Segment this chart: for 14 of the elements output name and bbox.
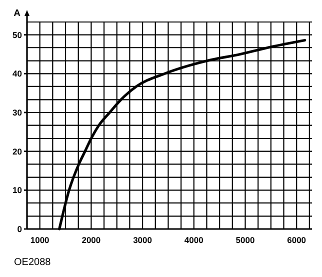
x-tick-label: 3000 (133, 235, 152, 245)
x-tick-label: 4000 (184, 235, 204, 245)
text: OE2088 (14, 257, 52, 268)
y-tick-label: 0 (17, 224, 22, 234)
y-tick-label: 20 (12, 146, 22, 156)
x-tick-label: 1000 (30, 235, 50, 245)
y-tick-label: 30 (12, 107, 22, 118)
y-axis-title: A (14, 8, 21, 19)
y-tick-label: 10 (12, 185, 22, 196)
x-tick-label: 6000 (287, 235, 306, 245)
x-tick-label: 2000 (82, 235, 101, 245)
y-tick-label: 50 (12, 30, 22, 40)
y-tick-label: 40 (12, 68, 22, 79)
x-tick-label: 5000 (236, 235, 255, 245)
